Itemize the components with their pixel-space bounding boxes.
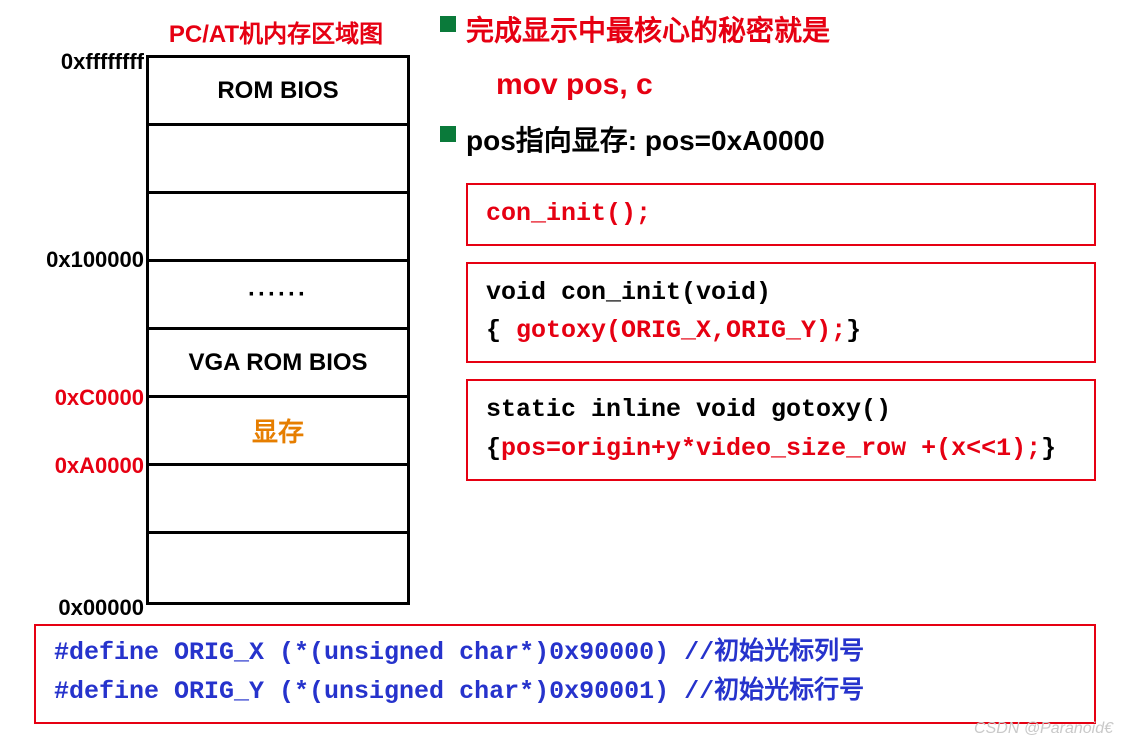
code-brace: } bbox=[1041, 434, 1056, 463]
code-brace: { bbox=[486, 316, 516, 345]
memory-diagram-region: PC/AT机内存区域图 ROM BIOS ······ VGA ROM BIOS… bbox=[16, 14, 416, 55]
code-box-1: con_init(); bbox=[466, 183, 1096, 246]
mov-instruction: mov pos, c bbox=[496, 68, 1120, 102]
code-box-3: static inline void gotoxy() {pos=origin+… bbox=[466, 379, 1096, 481]
addr-label: 0x100000 bbox=[24, 247, 144, 273]
code-line: con_init(); bbox=[486, 199, 651, 228]
mem-row-dots: ······ bbox=[149, 262, 407, 330]
define-box: #define ORIG_X (*(unsigned char*)0x90000… bbox=[34, 624, 1096, 724]
code-line: void con_init(void) bbox=[486, 278, 771, 307]
mem-row-rombios: ROM BIOS bbox=[149, 58, 407, 126]
bullet-1: 完成显示中最核心的秘密就是 bbox=[440, 6, 1120, 56]
mem-row-empty bbox=[149, 534, 407, 602]
bullet-square-icon bbox=[440, 16, 456, 32]
code-line: gotoxy(ORIG_X,ORIG_Y); bbox=[516, 316, 846, 345]
code-line: static inline void gotoxy() bbox=[486, 395, 891, 424]
code-brace: { bbox=[486, 434, 501, 463]
diagram-title: PC/AT机内存区域图 bbox=[136, 14, 416, 49]
mem-row-vga: VGA ROM BIOS bbox=[149, 330, 407, 398]
mem-row-empty bbox=[149, 466, 407, 534]
define-line-1: #define ORIG_X (*(unsigned char*)0x90000… bbox=[54, 634, 1076, 673]
code-brace: } bbox=[846, 316, 861, 345]
mem-row-empty bbox=[149, 126, 407, 194]
watermark: CSDN @Paranoid€ bbox=[974, 720, 1113, 738]
bullet-square-icon bbox=[440, 126, 456, 142]
bullet-2: pos指向显存: pos=0xA0000 bbox=[440, 116, 1120, 166]
mem-row-empty bbox=[149, 194, 407, 262]
memory-table: ROM BIOS ······ VGA ROM BIOS 显存 bbox=[146, 55, 410, 605]
define-line-2: #define ORIG_Y (*(unsigned char*)0x90001… bbox=[54, 673, 1076, 712]
mem-row-vram: 显存 bbox=[149, 398, 407, 466]
bullet-2-text: pos指向显存: pos=0xA0000 bbox=[466, 116, 825, 166]
addr-label: 0xffffffff bbox=[24, 49, 144, 75]
addr-label: 0xA0000 bbox=[24, 453, 144, 479]
bullet-1-text: 完成显示中最核心的秘密就是 bbox=[466, 6, 830, 56]
addr-label: 0xC0000 bbox=[24, 385, 144, 411]
addr-label: 0x00000 bbox=[24, 595, 144, 621]
code-line: pos=origin+y*video_size_row +(x<<1); bbox=[501, 434, 1041, 463]
explanation-region: 完成显示中最核心的秘密就是 mov pos, c pos指向显存: pos=0x… bbox=[440, 6, 1120, 481]
code-box-2: void con_init(void) { gotoxy(ORIG_X,ORIG… bbox=[466, 262, 1096, 364]
